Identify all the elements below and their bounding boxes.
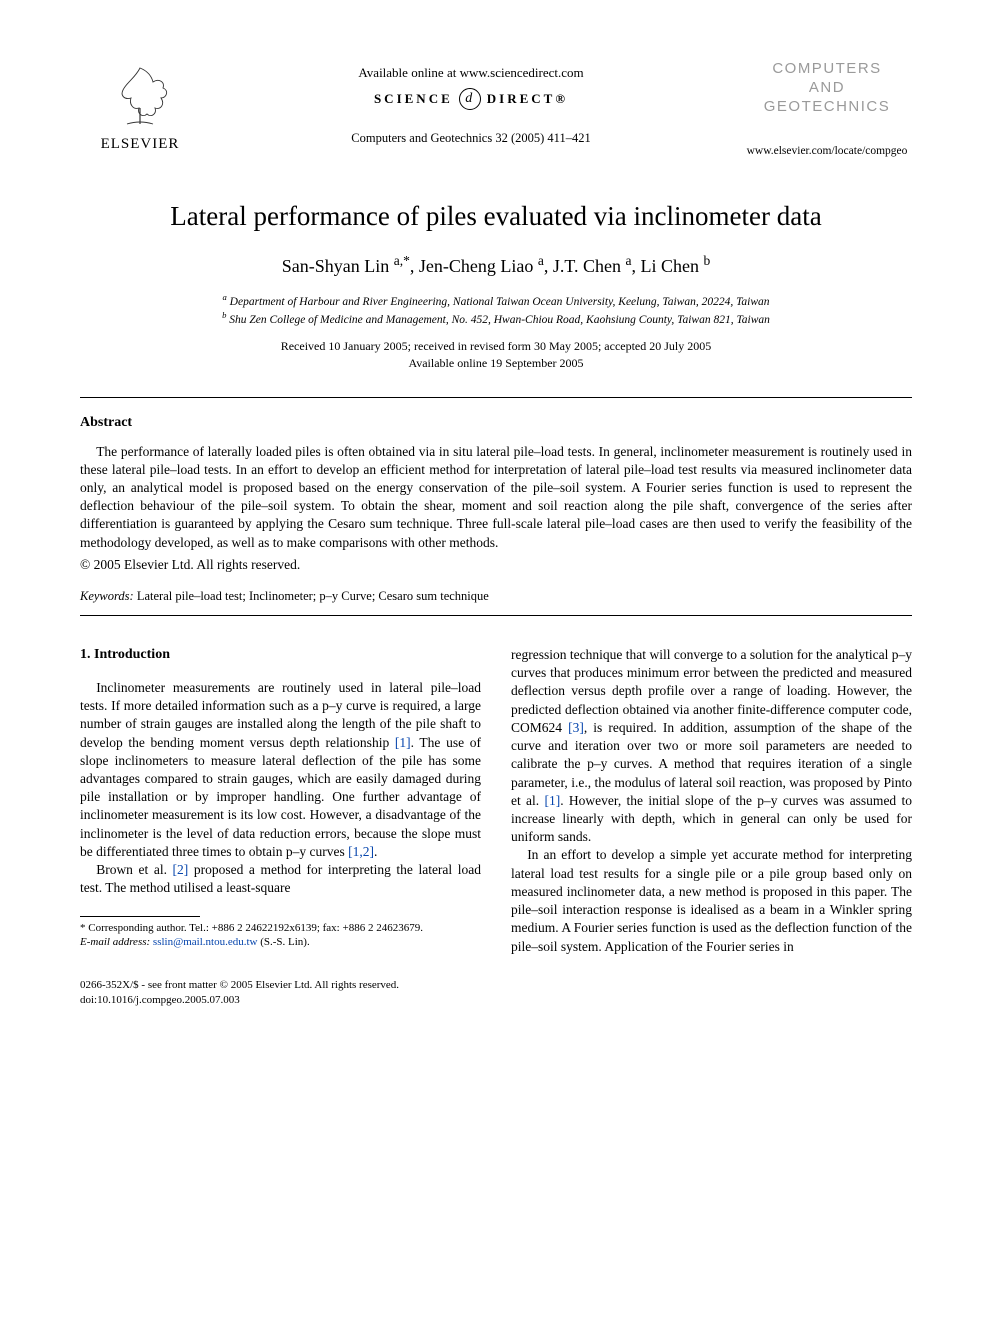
affil-a-text: Department of Harbour and River Engineer… [230,295,770,307]
footnotes: * Corresponding author. Tel.: +886 2 246… [80,921,481,951]
history-dates: Received 10 January 2005; received in re… [80,338,912,370]
ref-link-3[interactable]: [3] [568,720,584,735]
sciencedirect-logo: SCIENCE d DIRECT® [374,88,568,110]
p1b: . The use of slope inclinometers to meas… [80,735,481,859]
elsevier-label: ELSEVIER [101,134,180,154]
rule-below-keywords [80,615,912,616]
abstract-body: The performance of laterally loaded pile… [80,443,912,552]
corresponding-author: * Corresponding author. Tel.: +886 2 246… [80,921,481,936]
section-1-heading: 1. Introduction [80,646,481,665]
para-3: regression technique that will converge … [511,646,912,846]
elsevier-logo-block: ELSEVIER [80,60,200,154]
ref-link-12[interactable]: [1,2] [348,844,374,859]
abstract-label: Abstract [80,414,912,433]
journal-box-l3: GEOTECHNICS [764,98,891,117]
authors-line: San-Shyan Lin a,*, Jen-Cheng Liao a, J.T… [80,252,912,278]
email-label: E-mail address: [80,936,150,948]
para-2: Brown et al. [2] proposed a method for i… [80,861,481,897]
affil-b-text: Shu Zen College of Medicine and Manageme… [229,314,770,326]
bottom-block: 0266-352X/$ - see front matter © 2005 El… [80,978,912,1008]
left-column: 1. Introduction Inclinometer measurement… [80,646,481,956]
ref-link-1b[interactable]: [1] [544,793,560,808]
body-columns: 1. Introduction Inclinometer measurement… [80,646,912,956]
dates-l2: Available online 19 September 2005 [80,355,912,371]
affiliations: a Department of Harbour and River Engine… [80,291,912,329]
email-tail: (S.-S. Lin). [257,936,309,948]
para-4: In an effort to develop a simple yet acc… [511,846,912,955]
p1c: . [374,844,377,859]
keywords-label: Keywords: [80,589,134,603]
sd-glyph-icon: d [459,88,481,110]
email-line: E-mail address: sslin@mail.ntou.edu.tw (… [80,935,481,950]
affil-b: b Shu Zen College of Medicine and Manage… [80,309,912,328]
journal-title-box: COMPUTERS AND GEOTECHNICS [764,60,891,116]
keywords-line: Keywords: Lateral pile–load test; Inclin… [80,588,912,605]
sd-right: DIRECT® [487,90,568,108]
p3c: . However, the initial slope of the p–y … [511,793,912,844]
affil-a: a Department of Harbour and River Engine… [80,291,912,310]
citation-line: Computers and Geotechnics 32 (2005) 411–… [200,130,742,147]
front-matter-line: 0266-352X/$ - see front matter © 2005 El… [80,978,912,993]
p2a: Brown et al. [96,862,172,877]
keywords-text: Lateral pile–load test; Inclinometer; p–… [134,589,489,603]
right-column: regression technique that will converge … [511,646,912,956]
header-right: COMPUTERS AND GEOTECHNICS www.elsevier.c… [742,60,912,160]
available-online-text: Available online at www.sciencedirect.co… [200,64,742,82]
journal-box-l2: AND [764,79,891,98]
article-title: Lateral performance of piles evaluated v… [80,198,912,234]
sd-left: SCIENCE [374,90,453,108]
doi-line: doi:10.1016/j.compgeo.2005.07.003 [80,993,912,1008]
email-link[interactable]: sslin@mail.ntou.edu.tw [153,936,258,948]
journal-box-l1: COMPUTERS [764,60,891,79]
abstract-copyright: © 2005 Elsevier Ltd. All rights reserved… [80,556,912,574]
ref-link-1[interactable]: [1] [395,735,411,750]
footnote-rule [80,916,200,917]
header-center: Available online at www.sciencedirect.co… [200,60,742,146]
dates-l1: Received 10 January 2005; received in re… [80,338,912,354]
header-row: ELSEVIER Available online at www.science… [80,60,912,160]
elsevier-tree-icon [105,60,175,130]
rule-above-abstract [80,397,912,398]
journal-url: www.elsevier.com/locate/compgeo [747,144,908,160]
ref-link-2[interactable]: [2] [173,862,189,877]
para-1: Inclinometer measurements are routinely … [80,679,481,861]
